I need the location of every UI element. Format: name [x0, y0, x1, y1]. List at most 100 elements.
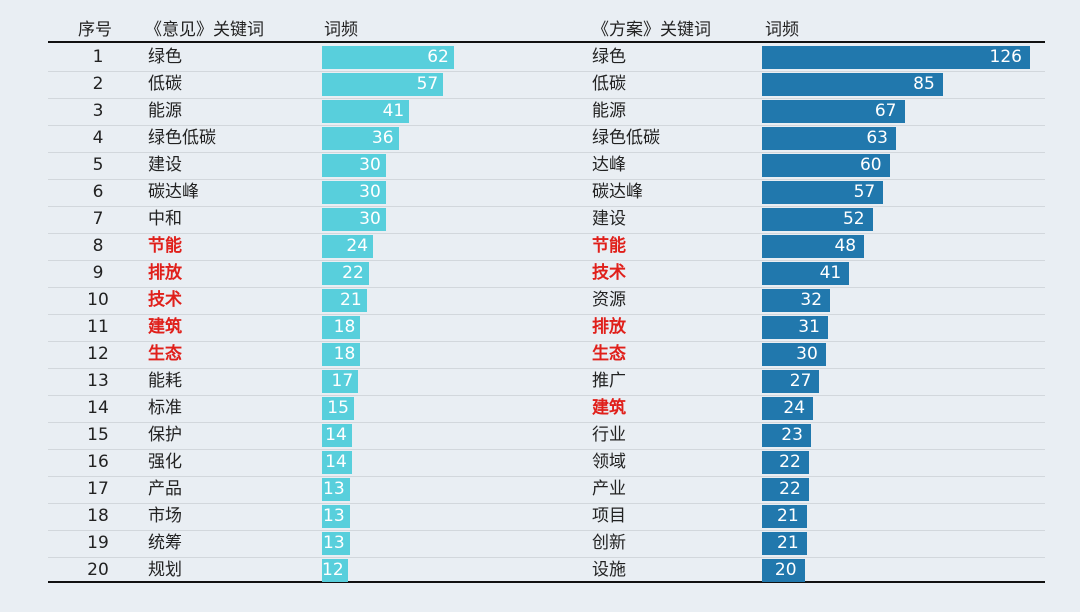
right-frequency-label: 23 — [781, 425, 803, 445]
right-frequency-label: 67 — [874, 101, 897, 121]
row-separator — [48, 71, 1045, 72]
left-frequency-bar — [322, 289, 367, 312]
header-left-frequency: 词频 — [324, 20, 358, 40]
row-separator — [48, 503, 1045, 504]
right-frequency-label: 52 — [842, 209, 865, 229]
right-frequency-label: 63 — [866, 128, 888, 148]
left-frequency-bar — [322, 46, 454, 69]
left-frequency-label: 18 — [333, 317, 356, 337]
row-separator — [48, 449, 1045, 450]
right-keyword: 技术 — [592, 263, 626, 283]
row-separator — [48, 557, 1045, 558]
right-frequency-bar — [762, 127, 896, 150]
left-keyword: 排放 — [148, 263, 182, 283]
left-keyword: 产品 — [148, 479, 182, 499]
left-frequency-label: 22 — [342, 263, 364, 283]
right-keyword: 资源 — [592, 290, 626, 310]
rank-cell: 8 — [92, 236, 104, 256]
header-right-keyword: 《方案》关键词 — [592, 20, 711, 40]
right-keyword: 碳达峰 — [592, 182, 643, 202]
right-frequency-label: 31 — [798, 317, 820, 337]
left-frequency-bar — [322, 262, 369, 285]
right-keyword: 建筑 — [592, 398, 626, 418]
right-keyword: 绿色 — [592, 47, 626, 67]
left-keyword: 市场 — [148, 506, 182, 526]
left-frequency-bar — [322, 370, 359, 393]
left-frequency-bar — [322, 100, 410, 123]
row-separator — [48, 395, 1045, 396]
right-frequency-label: 41 — [819, 263, 842, 283]
right-frequency-bar — [762, 316, 828, 339]
right-frequency-label: 30 — [796, 344, 818, 364]
left-keyword: 节能 — [148, 236, 182, 256]
rank-cell: 6 — [92, 182, 104, 202]
left-frequency-bar — [322, 424, 352, 447]
row-separator — [48, 287, 1045, 288]
top-rule — [48, 41, 1045, 43]
rank-cell: 15 — [87, 425, 109, 445]
rank-cell: 2 — [92, 74, 104, 94]
right-frequency-label: 21 — [777, 533, 799, 553]
right-keyword: 领域 — [592, 452, 626, 472]
right-frequency-label: 60 — [859, 155, 882, 175]
left-frequency-label: 17 — [331, 371, 354, 391]
right-frequency-bar — [762, 451, 809, 474]
left-keyword: 保护 — [148, 425, 182, 445]
left-keyword: 碳达峰 — [148, 182, 199, 202]
right-frequency-label: 48 — [834, 236, 857, 256]
rank-cell: 9 — [92, 263, 104, 283]
left-frequency-bar — [322, 397, 354, 420]
left-frequency-label: 24 — [346, 236, 369, 256]
rank-cell: 10 — [87, 290, 109, 310]
left-frequency-label: 30 — [359, 182, 381, 202]
right-frequency-label: 20 — [774, 560, 797, 580]
right-keyword: 生态 — [592, 344, 626, 364]
left-frequency-bar — [322, 208, 386, 231]
right-frequency-bar — [762, 235, 865, 258]
rank-cell: 5 — [92, 155, 104, 175]
right-frequency-bar — [762, 559, 805, 582]
rank-cell: 20 — [87, 560, 109, 580]
left-frequency-bar — [322, 235, 374, 258]
right-frequency-bar — [762, 478, 809, 501]
right-frequency-bar — [762, 343, 826, 366]
right-keyword: 设施 — [592, 560, 626, 580]
right-keyword: 达峰 — [592, 155, 626, 175]
left-frequency-bar — [322, 478, 350, 501]
row-separator — [48, 260, 1045, 261]
header-left-keyword: 《意见》关键词 — [145, 20, 264, 40]
row-separator — [48, 314, 1045, 315]
rank-cell: 17 — [87, 479, 109, 499]
left-frequency-label: 13 — [323, 479, 345, 499]
left-frequency-bar — [322, 181, 386, 204]
row-separator — [48, 233, 1045, 234]
right-frequency-bar — [762, 208, 873, 231]
right-frequency-bar — [762, 424, 811, 447]
left-frequency-bar — [322, 154, 386, 177]
right-frequency-label: 22 — [779, 452, 801, 472]
right-frequency-bar — [762, 100, 905, 123]
left-frequency-label: 13 — [323, 506, 345, 526]
rank-cell: 19 — [87, 533, 109, 553]
left-frequency-label: 30 — [359, 209, 381, 229]
left-frequency-label: 18 — [333, 344, 356, 364]
right-keyword: 建设 — [592, 209, 626, 229]
right-frequency-label: 32 — [800, 290, 823, 310]
rank-cell: 4 — [92, 128, 104, 148]
left-keyword: 生态 — [148, 344, 182, 364]
left-keyword: 低碳 — [148, 74, 182, 94]
right-frequency-bar — [762, 181, 884, 204]
left-frequency-bar — [322, 127, 399, 150]
left-frequency-bar — [322, 316, 361, 339]
rank-cell: 14 — [87, 398, 109, 418]
right-keyword: 节能 — [592, 236, 626, 256]
header-right-frequency: 词频 — [765, 20, 799, 40]
rank-cell: 18 — [87, 506, 109, 526]
right-keyword: 创新 — [592, 533, 626, 553]
left-keyword: 绿色低碳 — [148, 128, 216, 148]
row-separator — [48, 125, 1045, 126]
right-frequency-bar — [762, 505, 807, 528]
right-keyword: 行业 — [592, 425, 626, 445]
right-frequency-bar — [762, 370, 820, 393]
left-keyword: 规划 — [148, 560, 182, 580]
